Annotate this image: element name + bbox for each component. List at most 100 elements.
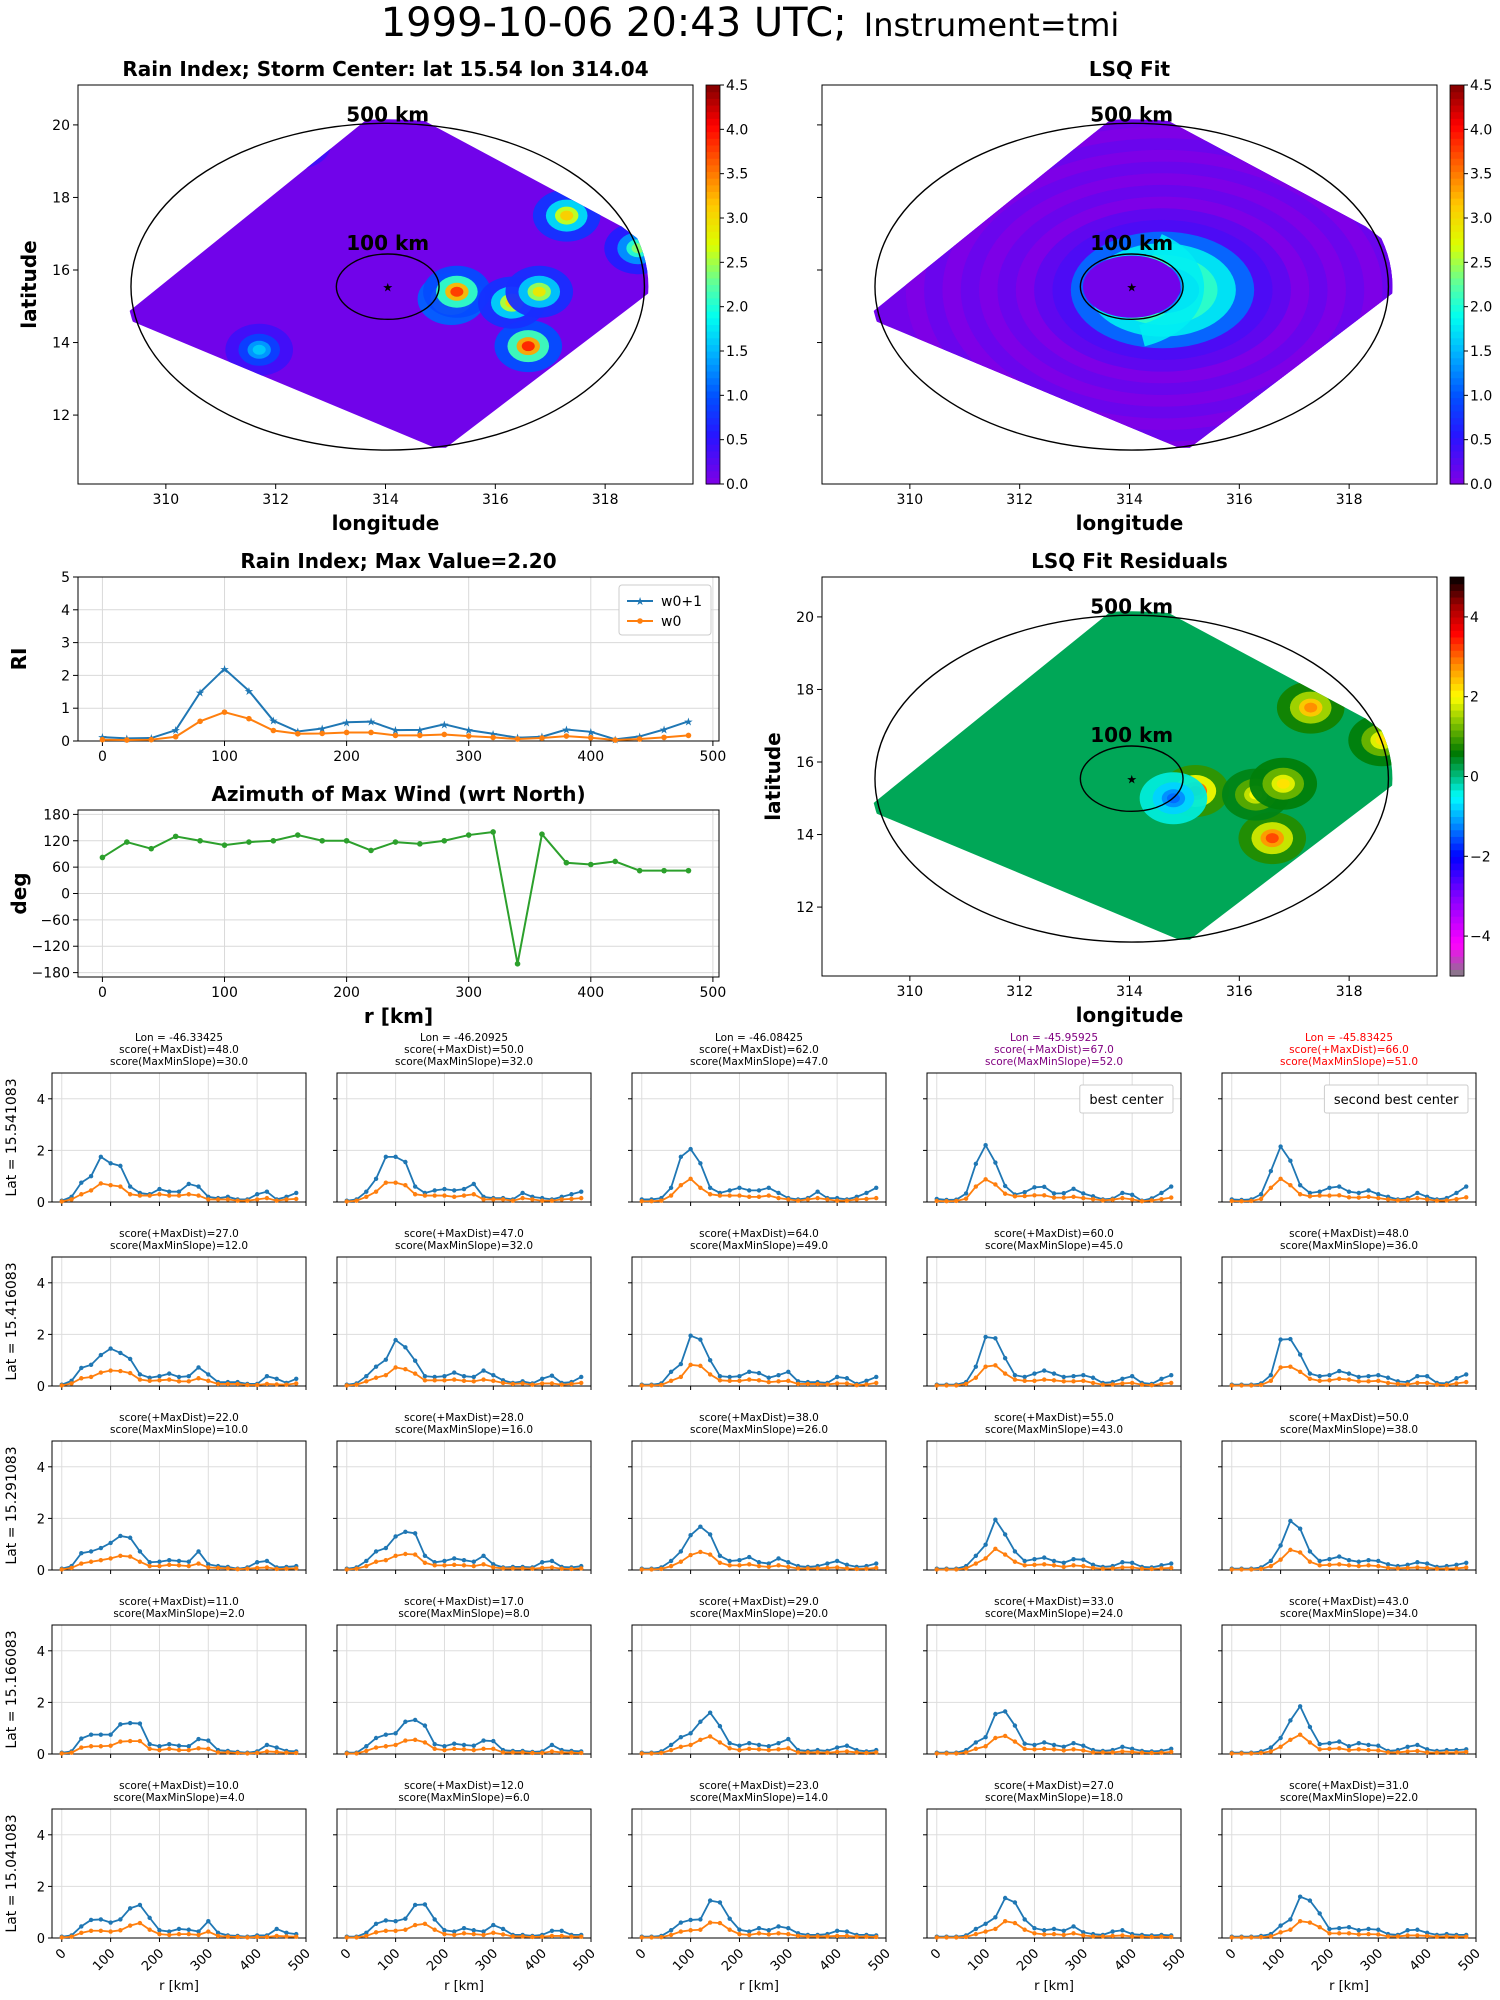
data-point [795, 1750, 801, 1755]
data-point [167, 1932, 172, 1938]
data-point [786, 1931, 791, 1937]
data-point [1120, 1928, 1125, 1933]
data-point [707, 1898, 713, 1903]
data-point [707, 1185, 713, 1191]
y-tick-label: −60 [40, 913, 70, 929]
data-point [707, 1532, 713, 1537]
hotspot-cell [285, 134, 310, 153]
data-point [510, 1381, 516, 1387]
y-tick-label: 18 [52, 190, 70, 206]
data-point [1149, 1198, 1154, 1203]
data-point [698, 1549, 703, 1555]
data-point [1071, 1924, 1076, 1929]
data-point [1051, 1563, 1057, 1568]
colorbar-tick-label: 3.0 [726, 211, 748, 227]
data-point [934, 1935, 939, 1940]
data-point [815, 1195, 820, 1201]
data-point [1415, 1560, 1420, 1565]
panel-score-maxdist: score(+MaxDist)=10.0 [119, 1780, 239, 1792]
data-point [776, 1563, 781, 1568]
data-point [678, 1920, 684, 1925]
panel-score-maxdist: score(+MaxDist)=50.0 [1289, 1412, 1409, 1424]
data-point [1385, 1197, 1391, 1202]
data-point [392, 839, 399, 845]
data-point [461, 1747, 467, 1752]
data-point [284, 1750, 289, 1755]
map-title: LSQ Fit [1089, 57, 1171, 81]
data-point [108, 1743, 113, 1748]
colorbar-step [1450, 643, 1464, 651]
data-point [668, 1193, 674, 1198]
data-point [1415, 1748, 1420, 1754]
data-point [264, 1381, 270, 1387]
data-point [1229, 1383, 1234, 1388]
colorbar-step [1450, 889, 1464, 897]
data-point [383, 1545, 389, 1551]
colorbar-step [1450, 437, 1464, 445]
data-point [1120, 1560, 1125, 1565]
data-point [88, 1928, 94, 1933]
data-point [274, 1926, 279, 1932]
data-point [1346, 1371, 1352, 1376]
data-point [993, 1711, 998, 1717]
x-tick-label: 0 [53, 1946, 69, 1962]
colorbar-step [1450, 198, 1464, 206]
data-point [983, 1744, 988, 1749]
colorbar-step [1450, 882, 1464, 891]
data-point [766, 1561, 771, 1566]
panel-score-maxdist: score(+MaxDist)=23.0 [699, 1780, 819, 1792]
y-tick-label: 3 [61, 636, 70, 652]
data-point [344, 1751, 349, 1756]
data-point [1307, 1190, 1313, 1196]
axes-frame [1221, 1256, 1477, 1387]
data-point [1454, 1934, 1459, 1939]
panel-lon-label: Lon = -45.95925 [1010, 1032, 1098, 1044]
data-point [88, 1744, 94, 1749]
data-point [530, 1197, 535, 1202]
colorbar-tick-label: 0.5 [726, 433, 748, 449]
data-point [59, 1567, 64, 1572]
data-point [963, 1566, 969, 1571]
data-point [319, 730, 325, 737]
data-point [1258, 1566, 1264, 1572]
data-point [59, 1383, 64, 1388]
colorbar-step [1450, 636, 1464, 645]
panel-score-maxdist: score(+MaxDist)=12.0 [404, 1780, 524, 1792]
data-point [1366, 1931, 1371, 1937]
data-point [1327, 1372, 1332, 1378]
data-point [79, 1924, 84, 1929]
x-tick-label: 316 [482, 492, 509, 508]
data-point [1120, 1190, 1125, 1196]
data-point [1327, 1740, 1332, 1746]
data-point [756, 1194, 762, 1200]
data-point [422, 1373, 428, 1379]
data-point [108, 1346, 113, 1351]
data-point [127, 1184, 133, 1189]
data-point [432, 1563, 437, 1568]
data-point [825, 1382, 830, 1387]
data-point [1366, 1747, 1371, 1753]
data-point [727, 1378, 732, 1384]
data-point [1337, 1193, 1342, 1198]
colorbar-tick-label: 3.0 [1470, 211, 1492, 227]
panel-score-maxminslope: score(MaxMinSlope)=6.0 [398, 1792, 529, 1804]
data-point [1346, 1931, 1352, 1936]
data-point [973, 1161, 979, 1167]
data-point [659, 1935, 664, 1940]
x-tick-label: 200 [1309, 1946, 1337, 1974]
data-point [983, 1542, 988, 1547]
data-point [1337, 1746, 1342, 1751]
colorbar-step [1450, 916, 1464, 924]
data-point [983, 1735, 988, 1740]
data-point [1249, 1383, 1254, 1388]
data-point [559, 1928, 564, 1933]
data-point [354, 1566, 359, 1571]
data-point [983, 1364, 988, 1369]
data-point [1120, 1749, 1125, 1754]
data-point [1356, 1374, 1361, 1380]
x-tick-label: 400 [577, 985, 604, 1001]
data-point [1002, 1371, 1008, 1376]
data-point [383, 1357, 389, 1362]
colorbar-step [1450, 656, 1464, 665]
data-point [844, 1198, 850, 1203]
